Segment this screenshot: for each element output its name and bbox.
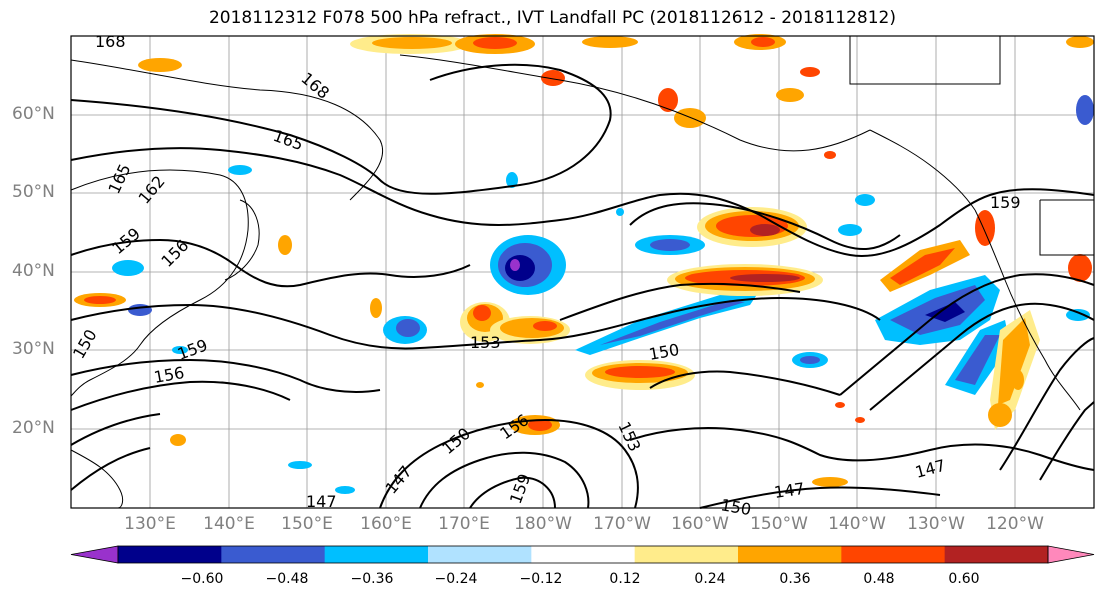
lon-label: 120°W: [986, 514, 1044, 534]
lon-label: 140°E: [203, 514, 255, 534]
lon-label: 150°W: [750, 514, 808, 534]
colorbar-segment: [70, 545, 119, 564]
colorbar-segment: [221, 546, 326, 563]
contour-label: 153: [470, 333, 501, 352]
colorbar-segment: [841, 546, 946, 563]
colorbar-segment: [531, 546, 636, 563]
map-frame: [70, 35, 1095, 509]
colorbar-tick-label: −0.60: [180, 571, 224, 587]
colorbar-tick-label: 0.60: [948, 571, 980, 587]
lon-label: 130°W: [907, 514, 965, 534]
colorbar: [70, 545, 1095, 564]
lat-label: 60°N: [12, 104, 55, 124]
lat-label: 50°N: [12, 182, 55, 202]
colorbar-segment: [634, 546, 739, 563]
colorbar-tick-label: 0.24: [694, 571, 726, 587]
contour-label: 147: [306, 492, 337, 511]
contour-label: 168: [95, 32, 126, 51]
colorbar-segment: [428, 546, 532, 563]
colorbar-segment: [324, 546, 429, 563]
map-title: 2018112312 F078 500 hPa refract., IVT La…: [208, 8, 896, 28]
colorbar-tick-label: 0.12: [609, 571, 641, 587]
lon-label: 170°E: [438, 514, 490, 534]
colorbar-tick-label: 0.36: [779, 571, 811, 587]
lon-label: 130°E: [124, 514, 176, 534]
colorbar-tick-label: −0.36: [350, 571, 394, 587]
isolines: [70, 63, 1095, 509]
lat-label: 30°N: [12, 339, 55, 359]
colorbar-segment: [738, 546, 842, 563]
lon-label: 160°W: [671, 514, 729, 534]
lon-label: 140°W: [828, 514, 886, 534]
coastlines: [70, 36, 1094, 509]
colorbar-tick-label: −0.24: [434, 571, 478, 587]
lon-label: 150°E: [281, 514, 333, 534]
colorbar-segment: [118, 546, 222, 563]
contour-label: 159: [990, 193, 1021, 212]
graticule: [71, 36, 1094, 508]
lon-label: 160°E: [360, 514, 412, 534]
colorbar-border: [117, 545, 1049, 564]
colorbar-segment: [944, 546, 1049, 563]
colorbar-tick-label: −0.12: [519, 571, 563, 587]
contour-label: 147: [773, 479, 806, 502]
shaded-field: [74, 34, 1094, 494]
colorbar-tick-label: 0.48: [863, 571, 895, 587]
lon-label: 180°W: [514, 514, 572, 534]
lat-label: 40°N: [12, 261, 55, 281]
colorbar-tick-label: −0.48: [265, 571, 309, 587]
lon-label: 170°W: [593, 514, 651, 534]
lat-label: 20°N: [12, 418, 55, 438]
colorbar-segment: [1047, 545, 1095, 564]
